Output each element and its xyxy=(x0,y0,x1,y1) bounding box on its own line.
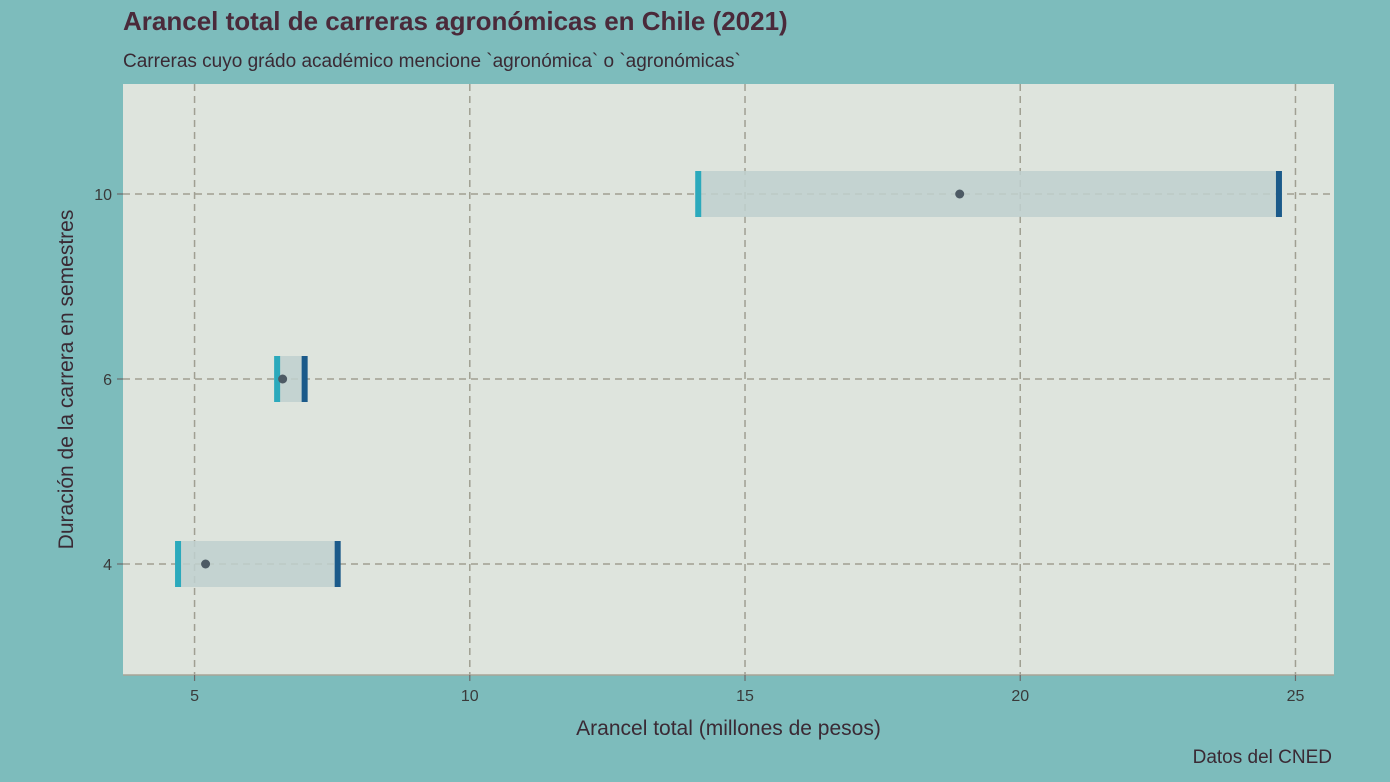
x-tick-label: 5 xyxy=(190,688,199,705)
y-tick-label: 6 xyxy=(103,372,112,389)
max-marker xyxy=(301,356,308,402)
x-tick-label: 15 xyxy=(736,688,754,705)
chart-title: Arancel total de carreras agronómicas en… xyxy=(123,6,788,36)
y-tick-label: 4 xyxy=(103,557,112,574)
min-marker xyxy=(175,541,182,587)
max-marker xyxy=(334,541,341,587)
y-axis-title: Duración de la carrera en semestres xyxy=(55,210,78,550)
chart-subtitle: Carreras cuyo grádo académico mencione `… xyxy=(123,51,741,72)
range-bar xyxy=(698,171,1279,217)
mean-point xyxy=(955,189,965,199)
min-marker xyxy=(274,356,281,402)
max-marker xyxy=(1275,171,1282,217)
x-tick-label: 10 xyxy=(461,688,479,705)
x-axis-title: Arancel total (millones de pesos) xyxy=(576,717,881,740)
chart-caption: Datos del CNED xyxy=(1192,747,1332,768)
x-tick-label: 25 xyxy=(1287,688,1305,705)
min-marker xyxy=(695,171,702,217)
y-tick-label: 10 xyxy=(94,187,112,204)
x-tick-label: 20 xyxy=(1011,688,1029,705)
mean-point xyxy=(201,559,211,569)
mean-point xyxy=(278,374,288,384)
